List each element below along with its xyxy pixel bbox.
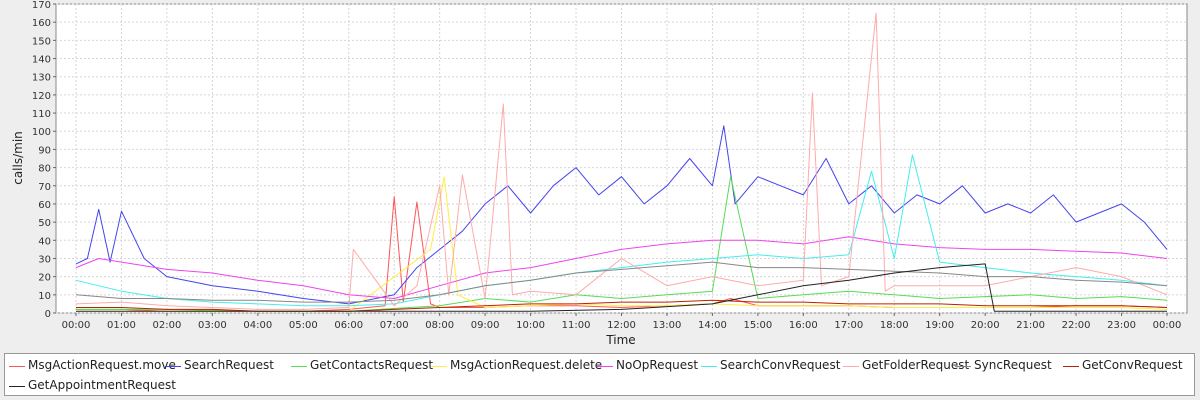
- x-tick-label: 00:00: [1153, 320, 1182, 331]
- legend-swatch: [431, 366, 447, 367]
- y-tick-label: 60: [38, 200, 51, 211]
- x-tick-label: 21:00: [1016, 320, 1045, 331]
- legend-swatch: [9, 366, 25, 367]
- x-tick-label: 09:00: [471, 320, 500, 331]
- y-tick-label: 40: [38, 236, 51, 247]
- x-tick-label: 06:00: [334, 320, 363, 331]
- legend-label: GetConvRequest: [1082, 358, 1183, 372]
- x-tick-label: 17:00: [834, 320, 863, 331]
- y-tick-label: 160: [32, 18, 51, 29]
- x-tick-label: 22:00: [1062, 320, 1091, 331]
- series-line-syncrequest: [75, 261, 1168, 303]
- x-tick-label: 20:00: [971, 320, 1000, 331]
- x-tick-label: 03:00: [198, 320, 227, 331]
- y-tick-label: 150: [32, 36, 51, 47]
- legend-swatch: [165, 366, 181, 367]
- legend-label: GetFolderRequest: [862, 358, 970, 372]
- y-tick-label: 0: [45, 309, 51, 320]
- legend-label: NoOpRequest: [616, 358, 699, 372]
- x-tick-label: 14:00: [698, 320, 727, 331]
- series-line-getfolderrequest: [75, 12, 1168, 310]
- x-tick-label: 02:00: [153, 320, 182, 331]
- y-tick-label: 130: [32, 73, 51, 84]
- y-tick-label: 120: [32, 91, 51, 102]
- x-tick-label: 10:00: [516, 320, 545, 331]
- series-line-getappointmentrequest: [76, 263, 1167, 312]
- x-tick-label: 05:00: [289, 320, 318, 331]
- series-line-getcontactsrequest: [76, 176, 1168, 312]
- y-tick-label: 110: [32, 109, 51, 120]
- y-tick-label: 70: [38, 182, 51, 193]
- x-tick-label: 23:00: [1107, 320, 1136, 331]
- legend-label: MsgActionRequest.move: [28, 358, 176, 372]
- x-tick-label: 11:00: [562, 320, 591, 331]
- series-line-searchrequest: [75, 125, 1168, 305]
- y-tick-label: 20: [38, 273, 51, 284]
- legend-label: GetContactsRequest: [310, 358, 434, 372]
- y-tick-label: 80: [38, 164, 51, 175]
- y-tick-label: 170: [32, 0, 51, 11]
- y-tick-label: 10: [38, 291, 51, 302]
- axes: 0 10 20 30 40 50 60 70 80 90 100 110 120 130 140 150 160…: [32, 0, 1182, 331]
- x-tick-label: 07:00: [380, 320, 409, 331]
- x-tick-label: 00:00: [62, 320, 91, 331]
- legend-label: SearchRequest: [184, 358, 274, 372]
- series-layer: [75, 12, 1168, 312]
- y-tick-label: 90: [38, 145, 51, 156]
- y-tick-label: 140: [32, 55, 51, 66]
- series-line-nooprequest: [75, 236, 1168, 299]
- chart-canvas: 0 10 20 30 40 50 60 70 80 90 100 110 120 130 140 150 160…: [11, 0, 1188, 347]
- legend-swatch: [701, 366, 717, 367]
- y-tick-label: 100: [32, 127, 51, 138]
- x-tick-label: 13:00: [653, 320, 682, 331]
- y-tick-label: 30: [38, 254, 51, 265]
- y-tick-label: 50: [38, 218, 51, 229]
- x-tick-label: 18:00: [880, 320, 909, 331]
- legend-swatch: [955, 366, 971, 367]
- x-tick-label: 01:00: [107, 320, 136, 331]
- x-tick-label: 19:00: [925, 320, 954, 331]
- x-tick-label: 12:00: [607, 320, 636, 331]
- x-tick-label: 16:00: [789, 320, 818, 331]
- y-axis-label: calls/min: [11, 131, 25, 185]
- legend: MsgActionRequest.move SearchRequest GetCon…: [4, 353, 1195, 396]
- grid-lines: [56, 3, 1187, 314]
- legend-swatch: [291, 366, 307, 367]
- legend-label: SyncRequest: [974, 358, 1052, 372]
- legend-label: SearchConvRequest: [720, 358, 841, 372]
- series-line-msgactionrequest-delete: [76, 176, 1168, 312]
- legend-swatch: [597, 366, 613, 367]
- legend-swatch: [843, 366, 859, 367]
- legend-label: GetAppointmentRequest: [28, 378, 176, 392]
- x-axis-label: Time: [605, 333, 635, 347]
- plot-area: [55, 3, 1188, 314]
- x-tick-label: 04:00: [243, 320, 272, 331]
- x-tick-label: 08:00: [425, 320, 454, 331]
- legend-label: MsgActionRequest.delete: [450, 358, 603, 372]
- legend-swatch: [1063, 366, 1079, 367]
- x-tick-label: 15:00: [743, 320, 772, 331]
- series-line-searchconvrequest: [75, 154, 1168, 307]
- legend-swatch: [9, 386, 25, 387]
